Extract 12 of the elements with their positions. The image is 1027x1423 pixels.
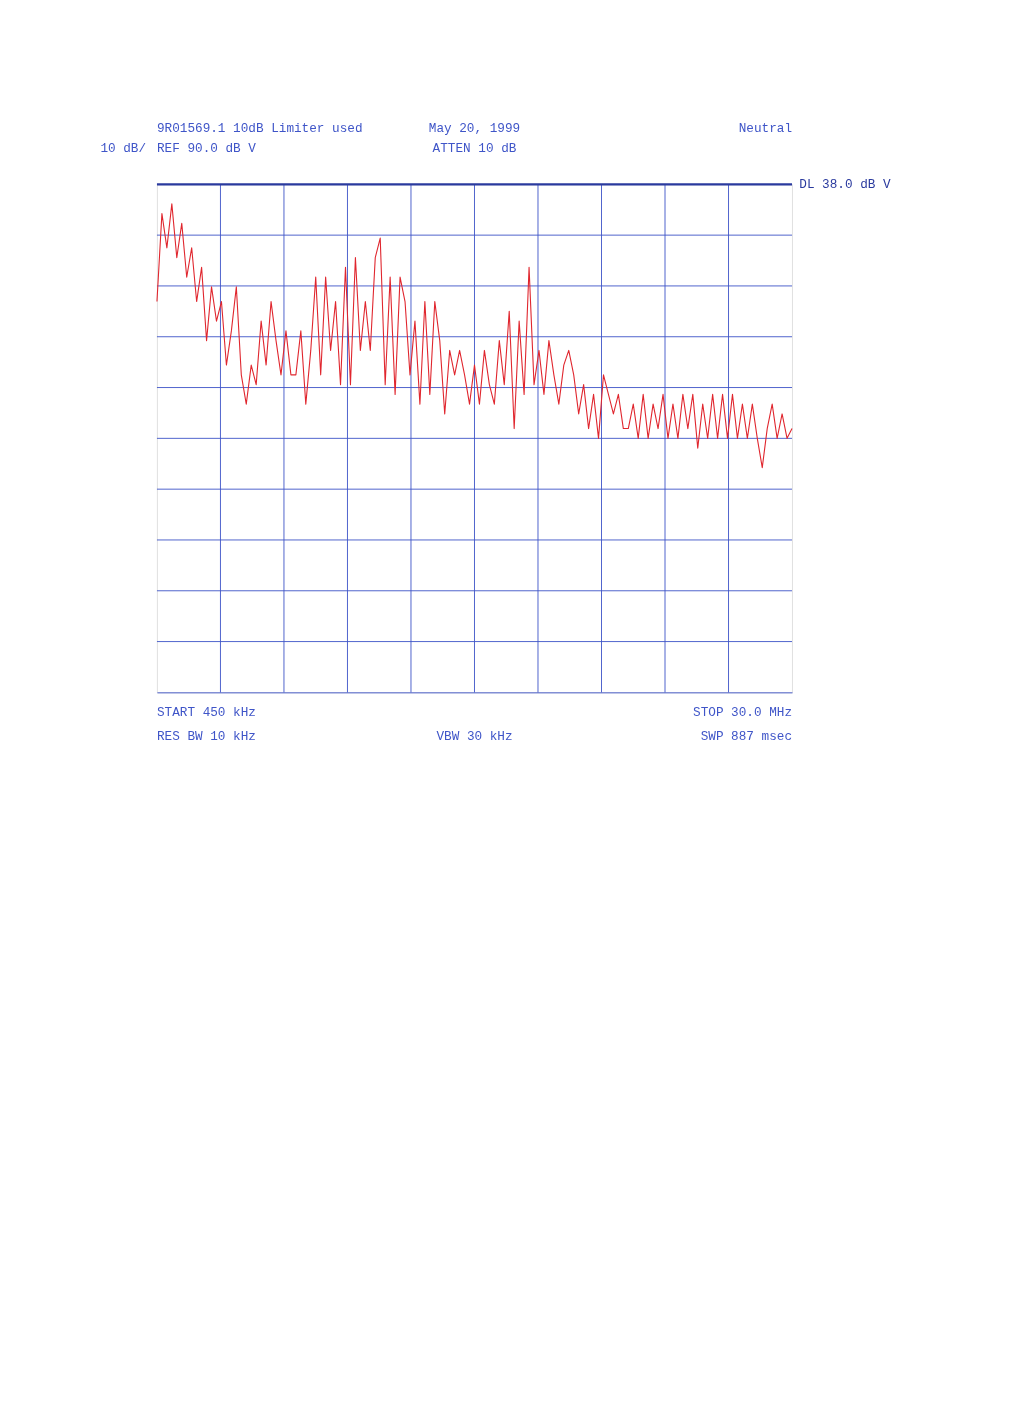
text: ATTEN 10 dB bbox=[432, 140, 517, 156]
text: May 20, 1999 bbox=[428, 120, 521, 136]
text: STOP 30.0 MHz bbox=[693, 704, 793, 720]
text: REF 90.0 dB V bbox=[156, 140, 257, 156]
text: SWP 887 msec bbox=[700, 728, 793, 744]
text: Neutral bbox=[738, 120, 793, 136]
text: RES BW 10 kHz bbox=[156, 728, 256, 744]
text: 9R01569.1 10dB Limiter used bbox=[156, 120, 363, 136]
text: START 450 kHz bbox=[156, 704, 256, 720]
text: VBW 30 kHz bbox=[436, 728, 513, 744]
y-axis-title: 10 dB/ bbox=[100, 140, 147, 156]
ref-line-label: DL 38.0 dB V bbox=[799, 176, 892, 192]
